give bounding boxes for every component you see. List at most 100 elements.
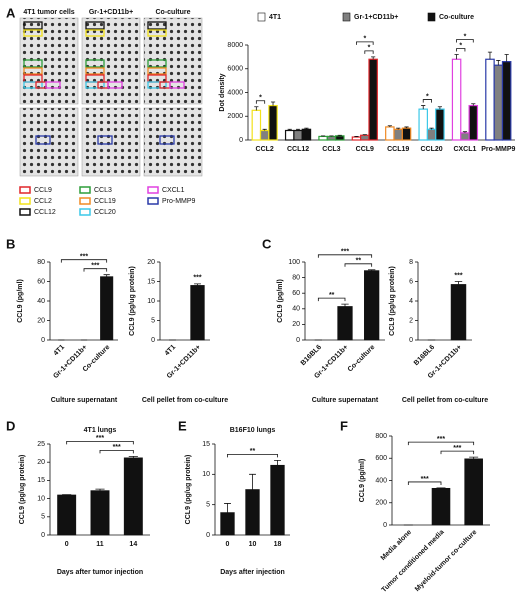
error-bar	[362, 134, 367, 136]
legend-label: CCL2	[34, 198, 52, 205]
legend-label: CCL20	[94, 209, 116, 216]
error-bar	[321, 135, 326, 137]
blot-highlight	[147, 29, 167, 37]
y-axis-label: CCL9 (pg/ug protein)	[389, 266, 396, 336]
significance-bracket	[456, 39, 474, 43]
blot-column-title: 4T1 tumor cells	[23, 9, 74, 16]
significance-label: ***	[193, 275, 201, 282]
error-bar	[262, 128, 267, 131]
y-tick-label: 20	[147, 259, 155, 266]
bar	[393, 128, 403, 141]
blot-highlight	[85, 81, 105, 89]
x-tick-label: B16BL6	[300, 344, 323, 367]
y-tick-label: 20	[37, 317, 45, 324]
y-axis-label: Dot density	[219, 73, 226, 111]
error-bar	[224, 503, 231, 513]
legend-swatch	[427, 12, 436, 22]
significance-label: ***	[453, 445, 461, 452]
blot-highlight	[23, 59, 43, 68]
significance-bracket	[317, 297, 346, 302]
x-tick-label: 11	[96, 541, 104, 548]
blot-image	[81, 17, 141, 105]
error-bar	[469, 456, 479, 459]
bar	[431, 487, 451, 526]
error-bar	[341, 303, 349, 307]
legend-swatch	[257, 12, 266, 22]
y-tick-label: 4000	[227, 89, 243, 96]
significance-bracket	[99, 449, 134, 454]
legend-label: Co-culture	[439, 14, 474, 21]
bar	[450, 284, 467, 341]
blot-highlight	[147, 81, 167, 89]
y-tick-label: 8	[409, 259, 413, 266]
bar	[245, 489, 260, 536]
blot-highlight	[45, 81, 61, 89]
y-tick-label: 400	[375, 477, 387, 484]
error-bar	[387, 125, 392, 127]
significance-label: ***	[91, 263, 99, 270]
x-tick-label: CCL3	[322, 146, 340, 153]
y-tick-label: 15	[147, 278, 155, 285]
significance-label: *	[363, 36, 366, 43]
bar	[326, 135, 337, 141]
y-tick-label: 200	[375, 500, 387, 507]
bar	[259, 129, 270, 141]
panel-letter: B	[6, 236, 15, 251]
error-bar	[496, 60, 501, 66]
panel-letter: F	[340, 418, 348, 433]
bar	[57, 494, 77, 536]
bar	[190, 285, 205, 341]
bar	[401, 127, 412, 141]
error-bar	[254, 106, 259, 111]
x-tick-label: CCL19	[387, 146, 409, 153]
bar	[251, 109, 262, 141]
x-axis-label: Culture supernatant	[51, 397, 118, 404]
legend-swatch	[79, 186, 91, 194]
significance-label: *	[464, 33, 467, 40]
significance-label: *	[426, 93, 429, 100]
x-tick-label: 4T1	[53, 344, 67, 358]
blot-highlight	[159, 135, 175, 145]
bar	[337, 306, 353, 341]
bar	[335, 135, 345, 141]
significance-bracket	[60, 259, 108, 263]
x-tick-label: Tumor conditioned media	[381, 529, 446, 594]
x-tick-label: 4T1	[164, 344, 178, 358]
bar	[293, 129, 303, 141]
legend-swatch	[79, 197, 91, 205]
significance-bracket	[407, 441, 475, 446]
bar	[270, 464, 285, 536]
blot-highlight	[85, 29, 105, 37]
x-tick-label: 10	[249, 541, 257, 548]
legend-swatch	[19, 197, 31, 205]
y-tick-label: 80	[37, 259, 45, 266]
error-bar	[287, 128, 292, 131]
y-tick-label: 8000	[227, 42, 243, 49]
blot-highlight	[169, 81, 185, 89]
y-tick-label: 80	[292, 274, 300, 281]
legend-swatch	[147, 186, 159, 194]
error-bar	[368, 269, 376, 271]
y-axis-label: CCL9 (pg/ml)	[277, 279, 284, 323]
blot-highlight	[107, 81, 123, 89]
error-bar	[437, 106, 442, 110]
y-axis-label: CCL9 (pg/ml)	[17, 279, 24, 323]
y-tick-label: 60	[292, 290, 300, 297]
y-tick-label: 15	[202, 441, 210, 448]
chart-title: B16F10 lungs	[230, 427, 276, 434]
y-tick-label: 6000	[227, 66, 243, 73]
y-tick-label: 25	[37, 441, 45, 448]
error-bar	[304, 127, 309, 130]
y-axis-label: CCL9 (pg/ug protein)	[19, 455, 26, 525]
error-bar	[354, 136, 359, 138]
y-tick-label: 20	[37, 459, 45, 466]
x-tick-label: Media alone	[380, 529, 413, 562]
blot-highlight	[85, 21, 105, 30]
significance-label: ***	[454, 272, 462, 279]
x-tick-label: CCL2	[256, 146, 274, 153]
y-axis-label: CCL9 (pg/ug protein)	[129, 266, 136, 336]
error-bar	[487, 51, 493, 60]
y-tick-label: 0	[409, 337, 413, 344]
blot-highlight	[97, 135, 113, 145]
significance-bracket	[83, 268, 108, 272]
